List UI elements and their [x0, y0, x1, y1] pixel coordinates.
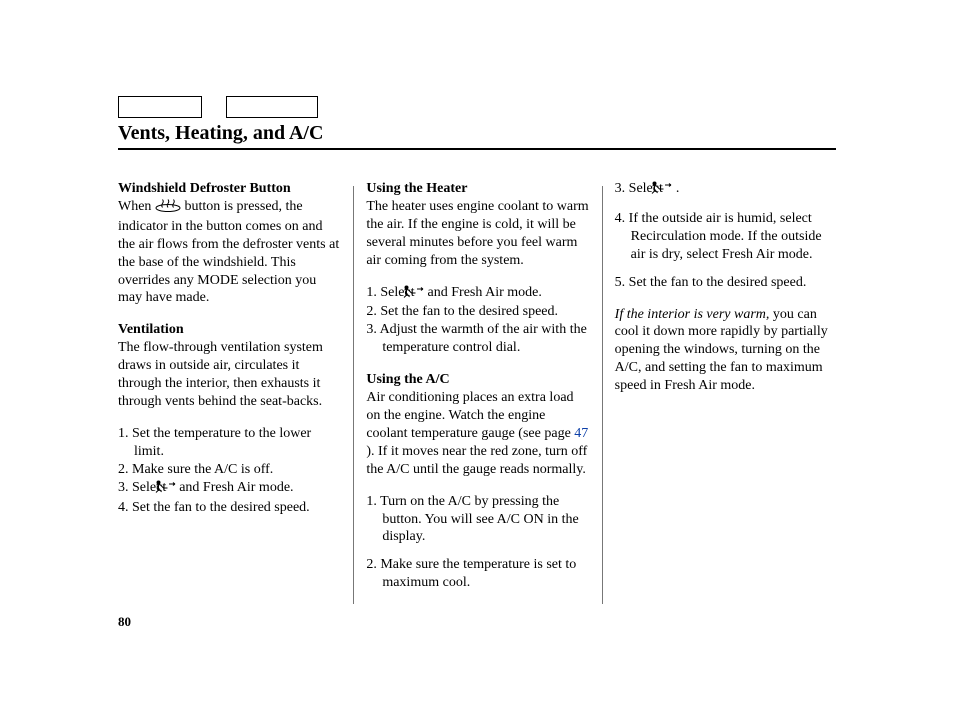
column-1: Windshield Defroster Button When button … — [118, 180, 341, 606]
text: The flow-through ventilation system draw… — [118, 340, 323, 409]
column-3: Select . If the outside air is humid, se… — [615, 180, 838, 606]
list-item: Set the fan to the desired speed. — [615, 274, 838, 292]
heater-steps: Select and Fresh Air mode. Set the fan t… — [366, 284, 589, 358]
header-placeholder-2 — [226, 96, 318, 118]
column-separator — [602, 186, 603, 604]
text: ). If it moves near the red zone, turn o… — [366, 444, 587, 477]
section-heading: Windshield Defroster Button — [118, 181, 291, 196]
section-heading: Using the Heater — [366, 181, 467, 196]
list-item: If the outside air is humid, select Reci… — [615, 210, 838, 264]
tip-paragraph: If the interior is very warm, you can co… — [615, 306, 838, 396]
text: Adjust the warmth of the air with the te… — [380, 322, 587, 355]
text: When — [118, 199, 151, 214]
list-item: Select and Fresh Air mode. — [366, 284, 589, 304]
section-ac: Using the A/C Air conditioning places an… — [366, 371, 589, 478]
section-heading: Using the A/C — [366, 372, 449, 387]
page-link-47[interactable]: 47 — [574, 426, 588, 441]
title-underline — [118, 148, 836, 150]
list-item: Select . — [615, 180, 838, 200]
body-columns: Windshield Defroster Button When button … — [118, 180, 838, 606]
page-number: 80 — [118, 614, 131, 630]
text: and Fresh Air mode. — [179, 480, 293, 495]
list-item: Set the fan to the desired speed. — [118, 499, 341, 517]
text: and Fresh Air mode. — [428, 285, 542, 300]
section-ventilation: Ventilation The flow-through ventilation… — [118, 321, 341, 411]
list-item: Select and Fresh Air mode. — [118, 479, 341, 499]
page-title: Vents, Heating, and A/C — [118, 122, 323, 145]
section-defroster: Windshield Defroster Button When button … — [118, 180, 341, 307]
column-2: Using the Heater The heater uses engine … — [366, 180, 589, 606]
list-item: Set the temperature to the lower limit. — [118, 425, 341, 461]
text: If the outside air is humid, select Reci… — [629, 211, 822, 262]
ventilation-steps: Set the temperature to the lower limit. … — [118, 425, 341, 517]
section-heater: Using the Heater The heater uses engine … — [366, 180, 589, 270]
text: Make sure the temperature is set to maxi… — [380, 557, 576, 590]
vent-to-face-icon — [170, 479, 176, 499]
list-item: Adjust the warmth of the air with the te… — [366, 321, 589, 357]
text: Set the fan to the desired speed. — [132, 500, 310, 515]
text: Make sure the A/C is off. — [132, 462, 273, 477]
list-item: Set the fan to the desired speed. — [366, 303, 589, 321]
column-separator — [353, 186, 354, 604]
text: Set the fan to the desired speed. — [380, 304, 558, 319]
manual-page: Vents, Heating, and A/C Windshield Defro… — [0, 0, 954, 710]
text: . — [676, 181, 680, 196]
defrost-icon — [155, 198, 181, 218]
text: button is pressed, the indicator in the … — [118, 199, 339, 306]
ac-steps-part2: Select . If the outside air is humid, se… — [615, 180, 838, 292]
vent-to-face-icon — [666, 180, 672, 200]
ac-steps-part1: Turn on the A/C by pressing the button. … — [366, 493, 589, 593]
text: Turn on the A/C by pressing the button. … — [380, 494, 579, 545]
text: Air conditioning places an extra load on… — [366, 390, 573, 441]
list-item: Turn on the A/C by pressing the button. … — [366, 493, 589, 547]
header-placeholder-1 — [118, 96, 202, 118]
section-heading: Ventilation — [118, 322, 184, 337]
list-item: Make sure the temperature is set to maxi… — [366, 556, 589, 592]
text-italic: If the interior is very warm, — [615, 307, 770, 322]
text: Set the temperature to the lower limit. — [132, 426, 311, 459]
text: Set the fan to the desired speed. — [629, 275, 807, 290]
vent-to-face-icon — [418, 284, 424, 304]
list-item: Make sure the A/C is off. — [118, 461, 341, 479]
text: The heater uses engine coolant to warm t… — [366, 199, 588, 268]
